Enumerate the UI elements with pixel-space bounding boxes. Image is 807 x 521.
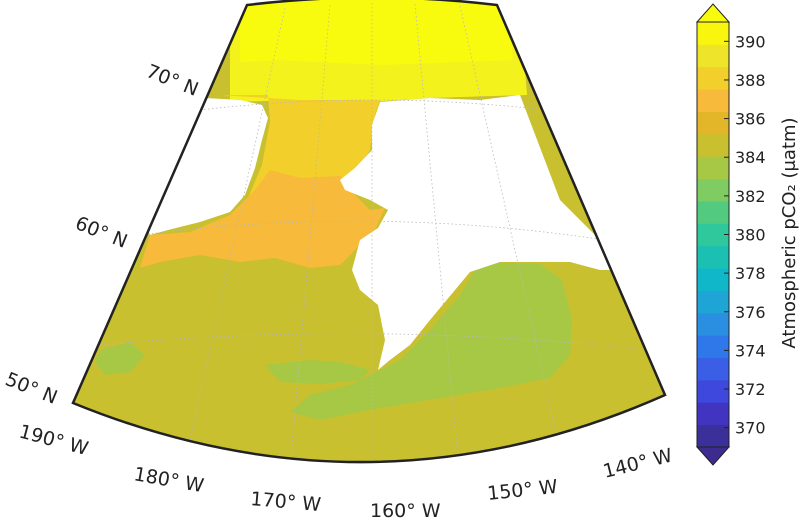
colorbar-segment [697,335,729,359]
colorbar-segment [697,357,729,381]
colorbar-segment [697,44,729,68]
colorbar-segment [697,66,729,90]
graticule [99,3,646,463]
lat-label-60n: 60° N [72,212,130,253]
colorbar-ticks: 370 372 374 376 378 380 382 384 386 388 390 [724,32,766,438]
colorbar-label: Atmospheric pCO₂ (μatm) [779,117,800,348]
colorbar-segment [697,178,729,202]
colorbar-segment [697,200,729,224]
region-gulf-of-alaska [290,262,572,420]
colorbar-segment [697,156,729,180]
lon-label-170w: 170° W [250,488,322,516]
colorbar-segment [697,111,729,135]
lon-label-190w: 190° W [17,421,91,461]
colorbar-segment [697,290,729,314]
colorbar-tick-label: 388 [735,71,766,90]
colorbar-segment [697,312,729,336]
colorbar-segment [697,223,729,247]
colorbar-extend-bottom [695,446,731,466]
colorbar-segment [697,89,729,112]
colorbar-tick-label: 380 [735,226,766,245]
region-aleutian-green [265,360,370,384]
region-bering-strait [140,170,385,268]
colorbar-segment [697,245,729,269]
colorbar-tick-label: 376 [735,303,766,322]
lon-label-160w: 160° W [370,500,441,521]
colorbar-segment [697,22,729,45]
lat-label-70n: 70° N [143,60,201,101]
lon-label-180w: 180° W [132,463,206,497]
colorbar-extend-top [695,3,731,23]
land-alaska [340,95,640,370]
lon-label-140w: 140° W [601,444,675,482]
colorbar-tick-label: 374 [735,341,766,360]
colorbar-segment [697,379,729,403]
colorbar [695,3,731,466]
colorbar-tick-label: 370 [735,419,766,438]
colorbar-segment [697,268,729,291]
lon-label-150w: 150° W [486,476,559,505]
colorbar-tick-label: 378 [735,264,766,283]
colorbar-tick-label: 372 [735,380,766,399]
colorbar-segment [697,424,729,448]
map-frame [71,0,667,464]
colorbar-segment [697,133,729,157]
colorbar-tick-label: 384 [735,148,766,167]
region-arctic-inner [240,0,512,65]
colorbar-tick-label: 382 [735,187,766,206]
lat-label-50n: 50° N [2,368,60,409]
colorbar-tick-label: 390 [735,32,766,51]
land-siberia [140,98,268,235]
colorbar-tick-label: 386 [735,110,766,129]
region-west-green [95,342,145,375]
colorbar-segment [697,402,729,426]
